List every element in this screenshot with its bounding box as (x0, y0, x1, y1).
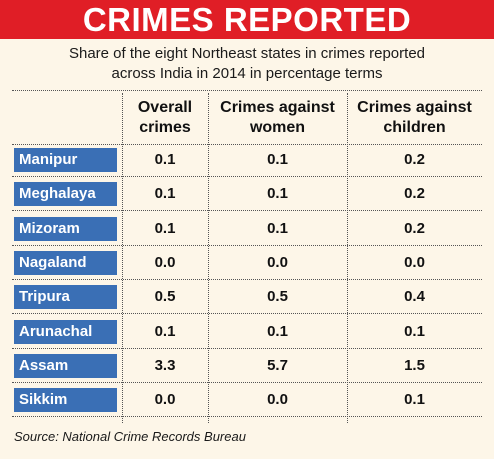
column-header-line: Crimes against (220, 99, 335, 116)
table-cell: 0.0 (404, 253, 425, 271)
row-rule (12, 313, 482, 315)
row-rule (12, 244, 482, 246)
row-rule (12, 278, 482, 280)
row-rule (12, 347, 482, 349)
column-header: Crimes against children (347, 93, 482, 143)
column-header-line: Overall (137, 99, 193, 116)
column-header-line: women (249, 119, 306, 136)
column-separator (208, 93, 209, 423)
table-cell: 0.4 (404, 288, 425, 306)
table-cell: 0.1 (267, 151, 288, 168)
state-label: Mizoram (14, 216, 117, 241)
table-cell: 5.7 (267, 356, 288, 374)
table-cell: 1.5 (404, 356, 425, 374)
source-note: Source: National Crime Records Bureau (14, 429, 246, 444)
table-cell: 0.0 (267, 391, 288, 409)
row-rule (12, 210, 482, 212)
table-cell: 0.1 (154, 151, 176, 168)
state-label: Meghalaya (14, 182, 117, 207)
table-cell: 0.1 (267, 185, 288, 203)
table-cell: 3.3 (154, 356, 176, 374)
row-rule (12, 416, 482, 418)
subtitle-line-1: Share of the eight Northeast states in c… (68, 45, 425, 62)
table-cell: 0.5 (267, 288, 288, 306)
chart-title: CRIMES REPORTED (0, 0, 494, 39)
column-header: Crimes against women (208, 93, 347, 143)
table-cell: 0.0 (154, 253, 176, 271)
table-cell: 0.1 (154, 322, 176, 340)
table-cell: 0.1 (267, 219, 288, 237)
table-cell: 0.1 (154, 185, 176, 203)
column-header-line: children (383, 119, 446, 136)
state-label: Tripura (14, 285, 117, 310)
table-cell: 0.1 (404, 322, 425, 340)
state-label: Nagaland (14, 250, 117, 275)
table-top-rule (12, 90, 482, 91)
row-rule (12, 381, 482, 383)
header-rule (12, 144, 482, 145)
column-header: Overall crimes (122, 93, 208, 143)
state-label: Sikkim (14, 388, 117, 413)
state-label: Arunachal (14, 319, 117, 344)
row-rule (12, 176, 482, 177)
table-cell: 0.1 (404, 391, 425, 409)
table-cell: 0.2 (404, 185, 425, 203)
table-cell: 0.5 (154, 288, 176, 306)
table-cell: 0.2 (404, 151, 425, 168)
table-cell: 0.0 (154, 391, 176, 409)
state-label: Assam (14, 353, 117, 378)
chart-subtitle: Share of the eight Northeast states in c… (0, 44, 494, 84)
table-cell: 0.0 (267, 253, 288, 271)
table-cell: 0.1 (267, 322, 288, 340)
column-separator (347, 93, 348, 423)
column-header-line: crimes (139, 119, 191, 136)
column-separator (122, 93, 123, 423)
table-cell: 0.1 (154, 219, 176, 237)
state-label: Manipur (14, 148, 117, 172)
subtitle-line-2: across India in 2014 in percentage terms (111, 65, 383, 82)
column-header-line: Crimes against (357, 99, 472, 116)
table-cell: 0.2 (404, 219, 425, 237)
